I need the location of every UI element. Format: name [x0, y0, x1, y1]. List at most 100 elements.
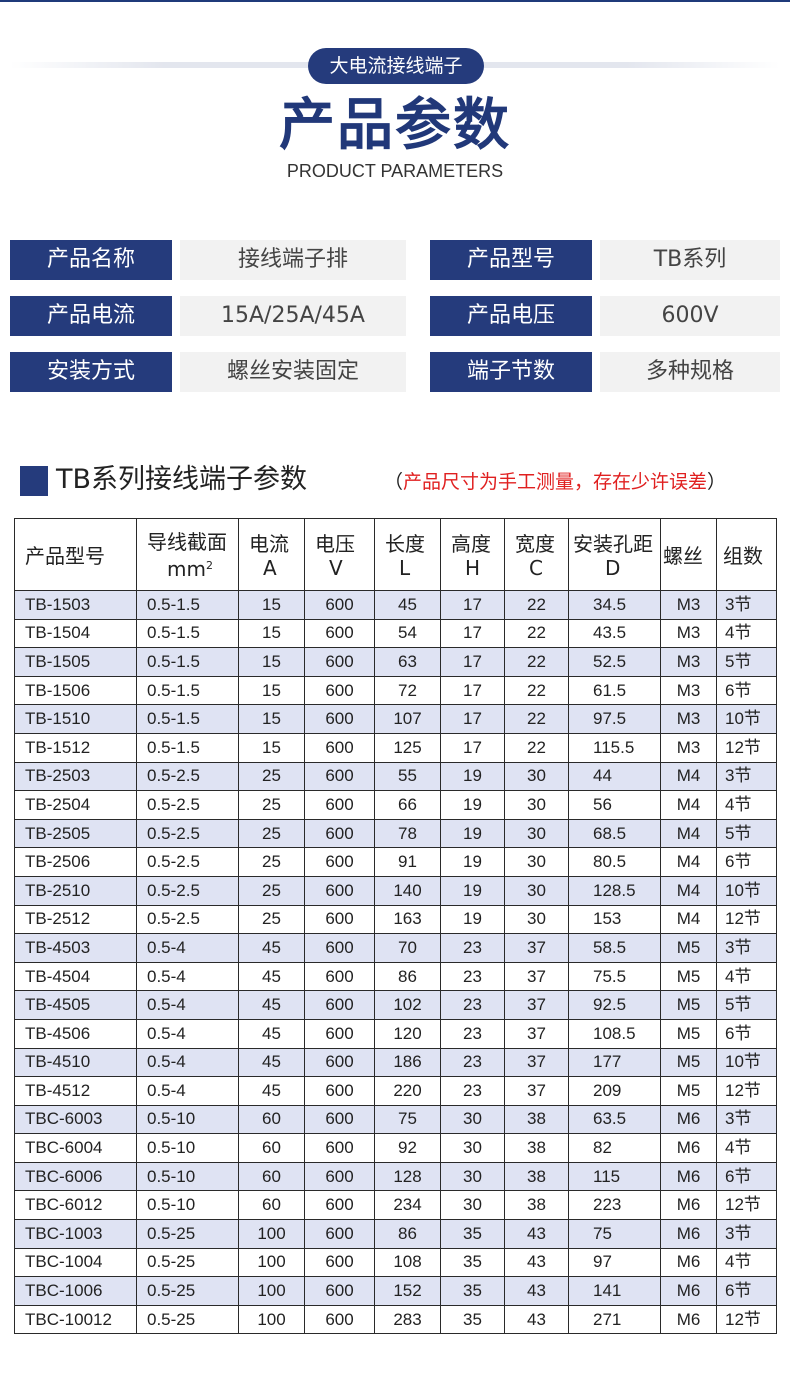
table-cell: TB-2512 [14, 904, 137, 935]
table-row: TB-1505 0.5-1.5 15 600 63 17 22 52.5 M3 5节 [14, 647, 777, 677]
table-row: TB-2504 0.5-2.5 25 600 66 19 30 56 M4 4节 [14, 790, 777, 820]
table-cell: 45 [238, 961, 305, 992]
table-cell: 61.5 [568, 675, 661, 706]
table-cell: TB-1506 [14, 675, 137, 706]
table-cell: 45 [238, 1076, 305, 1106]
table-cell: 186 [374, 1047, 441, 1078]
table-cell: M3 [660, 675, 717, 706]
table-cell: 15 [238, 704, 305, 734]
table-cell: M5 [660, 1076, 717, 1106]
table-cell: 209 [568, 1076, 661, 1106]
table-cell: 10节 [716, 1047, 777, 1078]
header-cell: 安装孔距 D [568, 518, 661, 591]
table-cell: 600 [304, 1076, 375, 1106]
table-cell: 600 [304, 990, 375, 1020]
table-cell: 15 [238, 647, 305, 677]
table-cell: M5 [660, 1018, 717, 1049]
table-cell: 43 [504, 1276, 569, 1306]
table-cell: 30 [440, 1133, 505, 1163]
table-cell: 86 [374, 961, 441, 992]
table-cell: 0.5-4 [136, 961, 239, 992]
table-cell: 22 [504, 618, 569, 649]
table-cell: 30 [504, 761, 569, 792]
table-cell: 4节 [716, 790, 777, 820]
table-cell: 45 [238, 933, 305, 963]
table-cell: 19 [440, 904, 505, 935]
table-cell: 600 [304, 961, 375, 992]
table-cell: M6 [660, 1219, 717, 1249]
table-cell: 72 [374, 675, 441, 706]
table-cell: 177 [568, 1047, 661, 1078]
table-cell: 6节 [716, 675, 777, 706]
table-cell: 45 [238, 1047, 305, 1078]
table-cell: 600 [304, 818, 375, 849]
table-cell: 600 [304, 1247, 375, 1278]
table-cell: 600 [304, 761, 375, 792]
table-cell: TB-4512 [14, 1076, 137, 1106]
table-row: TB-2506 0.5-2.5 25 600 91 19 30 80.5 M4 6节 [14, 847, 777, 877]
table-cell: 30 [504, 904, 569, 935]
table-cell: 0.5-25 [136, 1219, 239, 1249]
table-cell: 15 [238, 675, 305, 706]
table-cell: M3 [660, 704, 717, 734]
table-cell: 38 [504, 1104, 569, 1135]
table-cell: 17 [440, 590, 505, 620]
table-cell: 68.5 [568, 818, 661, 849]
section-note: （产品尺寸为手工测量，存在少许误差） [384, 467, 726, 497]
table-cell: TBC-1003 [14, 1219, 137, 1249]
spec-value: TB系列 [600, 240, 780, 280]
table-cell: 54 [374, 618, 441, 649]
table-cell: 23 [440, 1047, 505, 1078]
table-row: TB-1512 0.5-1.5 15 600 125 17 22 115.5 M3 12节 [14, 732, 777, 763]
spec-label: 产品名称 [10, 240, 172, 280]
table-cell: 22 [504, 704, 569, 734]
table-cell: 102 [374, 990, 441, 1020]
table-cell: 25 [238, 761, 305, 792]
table-cell: 34.5 [568, 590, 661, 620]
table-cell: 44 [568, 761, 661, 792]
table-cell: 0.5-4 [136, 1076, 239, 1106]
table-cell: 600 [304, 1018, 375, 1049]
table-cell: 4节 [716, 618, 777, 649]
table-cell: 38 [504, 1133, 569, 1163]
table-cell: 5节 [716, 990, 777, 1020]
table-row: TB-4510 0.5-4 45 600 186 23 37 177 M5 10节 [14, 1047, 777, 1078]
spec-row: 产品名称 接线端子排 产品型号 TB系列 [10, 240, 780, 280]
table-cell: 43 [504, 1219, 569, 1249]
table-cell: M3 [660, 590, 717, 620]
table-cell: M5 [660, 990, 717, 1020]
table-cell: 23 [440, 1076, 505, 1106]
note-close: ） [707, 471, 727, 493]
category-badge: 大电流接线端子 [308, 48, 484, 84]
table-cell: M5 [660, 1047, 717, 1078]
table-cell: 35 [440, 1219, 505, 1249]
table-cell: 600 [304, 904, 375, 935]
table-cell: 22 [504, 590, 569, 620]
table-row: TB-4503 0.5-4 45 600 70 23 37 58.5 M5 3节 [14, 933, 777, 963]
table-cell: 37 [504, 1047, 569, 1078]
table-cell: 6节 [716, 1161, 777, 1192]
table-cell: 25 [238, 875, 305, 906]
table-cell: 0.5-4 [136, 1018, 239, 1049]
table-cell: 163 [374, 904, 441, 935]
spec-label: 安装方式 [10, 352, 172, 392]
table-cell: TB-2510 [14, 875, 137, 906]
table-cell: 60 [238, 1190, 305, 1221]
table-cell: 12节 [716, 1190, 777, 1221]
table-cell: 37 [504, 933, 569, 963]
spec-value: 多种规格 [600, 352, 780, 392]
table-cell: 153 [568, 904, 661, 935]
table-cell: 23 [440, 1018, 505, 1049]
table-cell: TB-1503 [14, 590, 137, 620]
table-cell: 141 [568, 1276, 661, 1306]
table-cell: TBC-6004 [14, 1133, 137, 1163]
table-cell: 0.5-25 [136, 1247, 239, 1278]
table-cell: 220 [374, 1076, 441, 1106]
table-cell: 120 [374, 1018, 441, 1049]
table-cell: 0.5-2.5 [136, 904, 239, 935]
table-cell: 92.5 [568, 990, 661, 1020]
table-cell: 5节 [716, 647, 777, 677]
table-cell: 100 [238, 1276, 305, 1306]
table-cell: 140 [374, 875, 441, 906]
table-cell: 17 [440, 704, 505, 734]
